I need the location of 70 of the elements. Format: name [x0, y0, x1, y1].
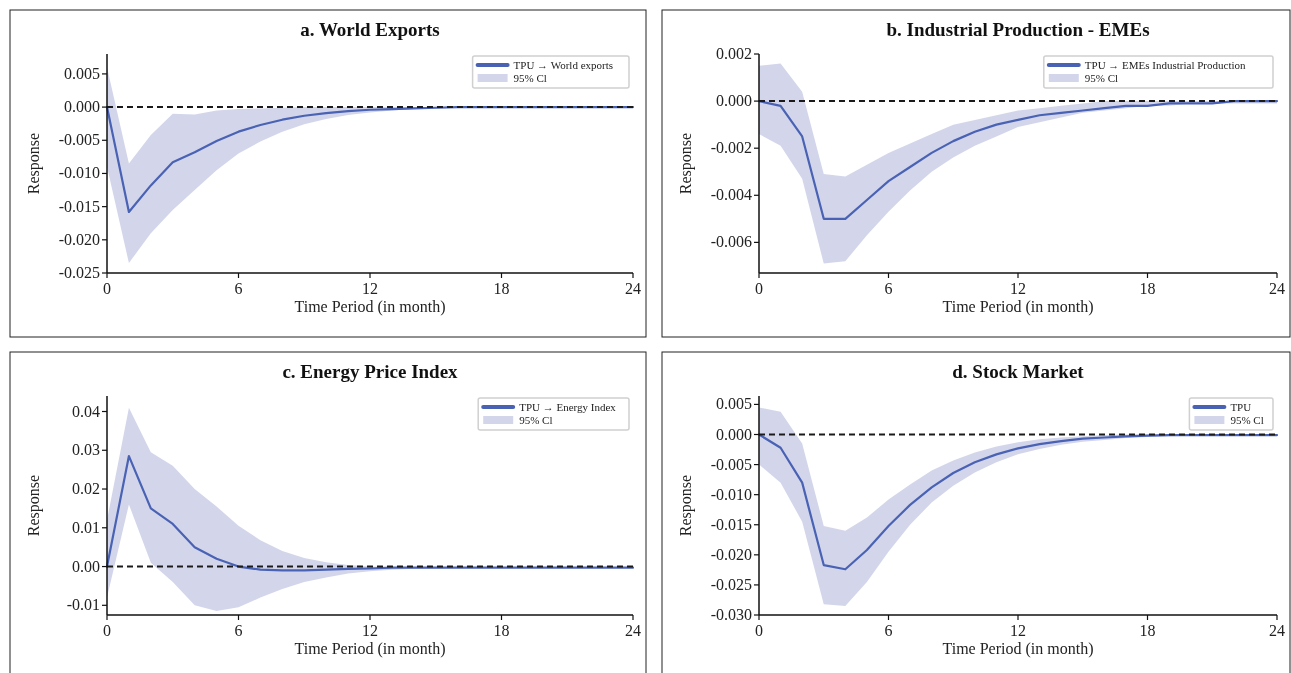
x-tick-label: 12 [362, 280, 378, 297]
y-tick-label: 0.04 [72, 402, 100, 420]
annotation: 95% Cl [513, 71, 547, 84]
y-tick-label: 0.005 [64, 64, 100, 82]
x-axis-title: Time Period (in month) [294, 640, 446, 658]
x-tick-label: 6 [884, 622, 893, 639]
y-tick-label: -0.004 [710, 186, 752, 204]
y-tick-label: -0.025 [58, 264, 100, 281]
chart-title: a. World Exports [300, 19, 440, 40]
y-tick-label: 0.02 [72, 480, 100, 498]
x-tick-label: 24 [1269, 280, 1285, 297]
y-tick-label: -0.025 [710, 575, 752, 593]
x-tick-label: 12 [362, 622, 378, 639]
y-tick-label: -0.002 [710, 139, 752, 157]
annotation: 95% Cl [519, 413, 553, 426]
chart-title: c. Energy Price Index [282, 361, 459, 382]
y-tick-label: 0.03 [72, 441, 100, 459]
y-tick-label: -0.015 [58, 197, 100, 215]
y-axis-title: Response [677, 474, 695, 537]
x-tick-label: 24 [625, 622, 641, 639]
x-tick-label: 0 [755, 280, 763, 297]
annotation: 95% Cl [1230, 413, 1264, 426]
legend-label: TPU → Energy Index [519, 400, 617, 413]
x-tick-label: 0 [103, 280, 111, 297]
y-axis-title: Response [25, 474, 43, 537]
x-tick-label: 0 [755, 622, 763, 639]
y-tick-label: -0.005 [58, 131, 100, 149]
chart-title: d. Stock Market [952, 361, 1085, 382]
y-tick-label: 0.00 [72, 557, 100, 575]
x-axis-title: Time Period (in month) [942, 640, 1094, 658]
x-tick-label: 18 [493, 280, 510, 297]
y-tick-label: 0.005 [716, 395, 752, 413]
x-axis-title: Time Period (in month) [942, 298, 1094, 316]
y-tick-label: 0.000 [716, 425, 752, 443]
y-tick-label: -0.006 [710, 233, 752, 251]
x-tick-label: 24 [1269, 622, 1285, 639]
x-tick-label: 24 [625, 280, 641, 297]
y-axis-title: Response [677, 132, 695, 195]
legend-label: TPU → EMEs Industrial Production [1084, 58, 1247, 71]
y-tick-label: 0.000 [716, 92, 752, 110]
x-tick-label: 12 [1010, 622, 1026, 639]
x-axis-title: Time Period (in month) [294, 298, 446, 316]
x-tick-label: 6 [234, 280, 243, 297]
line-series [757, 100, 1279, 220]
x-tick-label: 6 [234, 622, 243, 639]
y-tick-label: -0.015 [710, 515, 752, 533]
annotation: 95% Cl [1084, 71, 1119, 84]
y-tick-label: -0.01 [66, 596, 100, 614]
y-tick-label: 0.01 [72, 518, 100, 536]
y-axis-title: Response [25, 132, 43, 195]
x-tick-label: 18 [1139, 280, 1156, 297]
line-series [105, 105, 635, 214]
y-tick-label: 0.000 [64, 98, 100, 116]
y-tick-label: 0.002 [716, 45, 752, 62]
y-tick-label: -0.020 [58, 230, 100, 248]
y-tick-label: -0.005 [710, 455, 752, 473]
line-series [757, 433, 1279, 571]
line-series [105, 454, 635, 572]
y-tick-label: -0.030 [710, 606, 752, 623]
x-tick-label: 18 [1139, 622, 1156, 639]
x-tick-label: 12 [1010, 280, 1026, 297]
x-tick-label: 18 [493, 622, 510, 639]
y-tick-label: -0.010 [58, 164, 100, 182]
y-tick-label: -0.010 [710, 485, 752, 503]
x-tick-label: 6 [884, 280, 893, 297]
legend-label: TPU [1230, 400, 1252, 413]
x-tick-label: 0 [103, 622, 111, 639]
y-tick-label: -0.020 [710, 545, 752, 563]
chart-title: b. Industrial Production - EMEs [886, 19, 1150, 40]
legend-label: TPU → World exports [513, 58, 614, 71]
